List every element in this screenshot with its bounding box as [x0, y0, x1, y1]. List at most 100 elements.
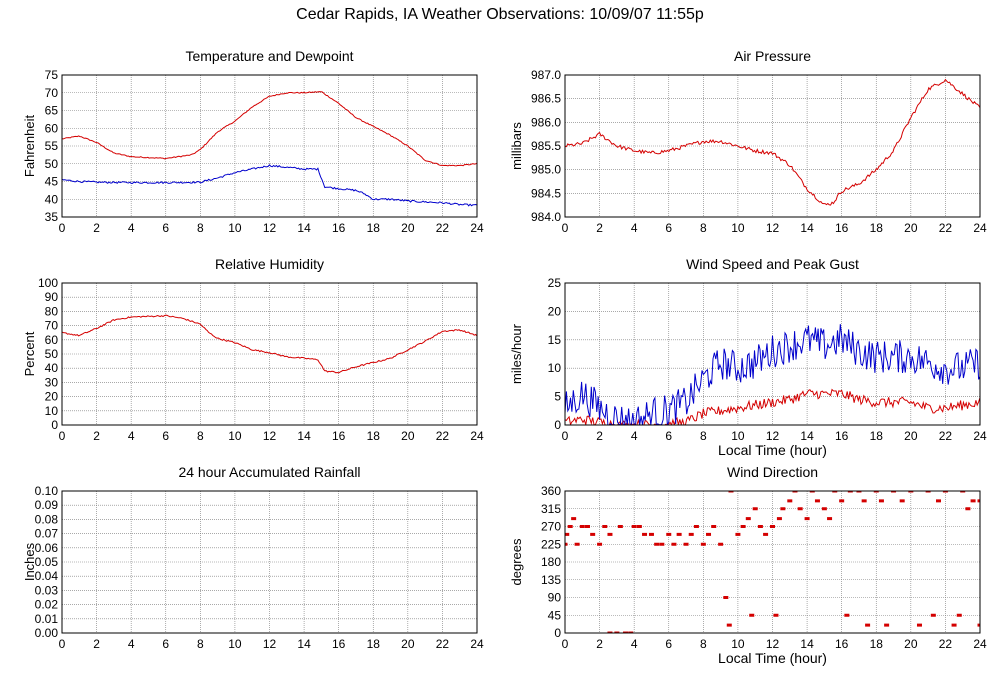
y-tick-label: 0.06 — [35, 541, 59, 555]
y-tick-label: 20 — [548, 304, 562, 318]
data-point — [780, 507, 786, 511]
y-tick-label: 985.0 — [531, 163, 561, 177]
x-tick-label: 14 — [297, 221, 311, 235]
x-tick-label: 14 — [800, 429, 814, 443]
y-tick-label: 80 — [45, 304, 59, 318]
data-point — [648, 532, 654, 536]
data-point — [797, 507, 803, 511]
y-tick-label: 30 — [45, 375, 59, 389]
data-point — [628, 631, 634, 633]
x-tick-label: 8 — [700, 221, 707, 235]
data-point — [584, 525, 590, 528]
data-point — [728, 491, 734, 493]
data-point — [832, 491, 838, 493]
x-tick-label: 18 — [367, 637, 381, 651]
data-point — [693, 525, 699, 528]
data-point — [565, 532, 570, 536]
y-tick-label: 40 — [45, 361, 59, 375]
data-point — [659, 542, 665, 546]
y-tick-label: 0.02 — [35, 598, 59, 612]
x-tick-label: 20 — [904, 429, 918, 443]
x-tick-label: 6 — [162, 221, 169, 235]
x-tick-label: 10 — [731, 637, 745, 651]
y-tick-label: 45 — [45, 175, 59, 189]
x-tick-label: 10 — [228, 221, 242, 235]
x-tick-label: 14 — [800, 637, 814, 651]
x-tick-label: 22 — [436, 637, 450, 651]
x-tick-label: 4 — [128, 429, 135, 443]
x-tick-label: 0 — [562, 221, 569, 235]
y-tick-label: 360 — [541, 484, 561, 498]
y-tick-label: 55 — [45, 139, 59, 153]
x-tick-label: 2 — [93, 429, 100, 443]
x-tick-label: 24 — [470, 221, 484, 235]
y-tick-label: 90 — [45, 290, 59, 304]
y-tick-label: 0.03 — [35, 583, 59, 597]
x-tick-label: 10 — [731, 429, 745, 443]
x-tick-label: 12 — [766, 429, 780, 443]
plot-frame — [61, 490, 478, 634]
y-tick-label: 0 — [554, 626, 561, 640]
data-point — [574, 542, 580, 546]
x-tick-label: 18 — [870, 221, 884, 235]
data-point — [856, 491, 862, 493]
chart-title: 24 hour Accumulated Rainfall — [178, 464, 360, 480]
y-tick-label: 70 — [45, 319, 59, 333]
data-point — [884, 623, 890, 627]
data-point — [977, 623, 980, 627]
data-point — [676, 532, 682, 536]
x-axis-label: Local Time (hour) — [718, 650, 827, 666]
series-line-0 — [62, 314, 477, 374]
data-point — [960, 491, 966, 493]
y-tick-label: 0 — [554, 418, 561, 432]
x-tick-label: 24 — [973, 221, 987, 235]
data-point — [763, 532, 769, 536]
y-tick-label: 5 — [554, 390, 561, 404]
data-point — [726, 623, 732, 627]
data-point — [654, 542, 660, 546]
data-point — [614, 631, 620, 633]
plot-frame — [564, 282, 981, 426]
data-point — [891, 491, 897, 493]
y-tick-label: 0.09 — [35, 498, 59, 512]
y-tick-label: 70 — [45, 86, 59, 100]
x-tick-label: 18 — [870, 429, 884, 443]
data-point — [956, 613, 962, 617]
data-point — [597, 542, 603, 546]
x-tick-label: 16 — [835, 429, 849, 443]
chart-title: Wind Direction — [727, 464, 818, 480]
y-axis-label: millibars — [509, 122, 524, 170]
data-point — [787, 499, 793, 503]
x-tick-label: 14 — [297, 429, 311, 443]
x-tick-label: 22 — [436, 429, 450, 443]
data-point — [839, 499, 845, 503]
data-point — [565, 542, 568, 546]
y-tick-label: 60 — [45, 333, 59, 347]
data-point — [809, 491, 815, 493]
y-tick-label: 40 — [45, 192, 59, 206]
y-axis-label: miles/hour — [509, 323, 524, 384]
x-tick-label: 18 — [367, 429, 381, 443]
data-point — [683, 542, 689, 546]
plot-frame — [564, 74, 981, 218]
data-point — [567, 525, 573, 528]
x-tick-label: 16 — [332, 429, 346, 443]
x-tick-label: 24 — [973, 637, 987, 651]
x-tick-label: 8 — [700, 429, 707, 443]
data-point — [861, 499, 867, 503]
data-point — [636, 525, 642, 528]
data-point — [936, 499, 941, 503]
x-tick-label: 6 — [162, 429, 169, 443]
y-tick-label: 35 — [45, 210, 59, 224]
data-point — [711, 525, 717, 528]
y-tick-label: 0.00 — [35, 626, 59, 640]
x-tick-label: 6 — [665, 429, 672, 443]
x-tick-label: 22 — [436, 221, 450, 235]
x-tick-label: 8 — [700, 637, 707, 651]
y-axis-label: degrees — [509, 538, 524, 585]
data-point — [671, 542, 677, 546]
y-tick-label: 225 — [541, 537, 561, 551]
data-point — [908, 491, 914, 493]
